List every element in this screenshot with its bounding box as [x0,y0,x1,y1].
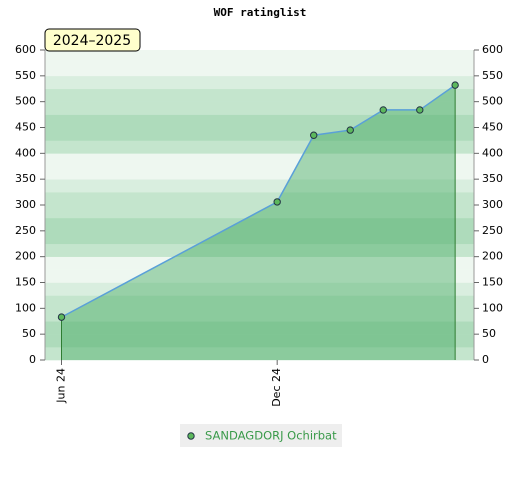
stripe [45,256,474,270]
stripe [45,179,474,193]
y-tick-label: 400 [15,146,36,159]
stripe [45,127,474,141]
marker [346,126,354,134]
x-tick-label: Dec 24 [270,368,283,407]
marker [379,106,387,114]
y2-tick-label: 550 [482,69,503,82]
stripe [45,140,474,154]
y2-tick-label: 50 [482,327,496,340]
y-tick-label: 300 [15,198,36,211]
stripe [45,230,474,245]
annotation-box [44,28,141,52]
stripe [45,101,474,115]
y-tick-label: 250 [15,224,36,237]
y2-tick-label: 200 [482,250,503,263]
stripe [45,114,474,128]
plot-background [45,50,474,361]
y2-tick-label: 250 [482,224,503,237]
legend-label: SANDAGDORJ Ochirbat [205,429,337,443]
y-tick-label: 600 [15,43,36,56]
marker [57,313,66,321]
legend-marker [187,432,195,440]
y-tick-label: 0 [29,353,36,366]
stripe [45,50,474,64]
y-tick-label: 50 [22,327,36,340]
y-tick-label: 200 [15,250,36,263]
y2-tick-label: 400 [482,146,503,159]
marker [451,81,459,89]
stripe [45,269,474,283]
stripe [45,308,474,322]
y2-tick-label: 150 [482,276,503,289]
y2-tick-label: 450 [482,121,503,134]
y2-tick-label: 300 [482,198,503,211]
y-tick-label: 500 [15,95,36,108]
stripe [45,166,474,180]
y2-tick-label: 350 [482,172,503,185]
stripe [45,75,474,90]
stripe [45,295,474,309]
stripe [45,62,474,77]
stripe [45,88,474,102]
stripe [45,153,474,167]
y-tick-label: 350 [15,172,36,185]
stripe [45,334,474,348]
y2-tick-label: 0 [482,353,489,366]
stripe [45,243,474,257]
marker [273,198,281,206]
stripe [45,217,474,232]
stripe [45,282,474,296]
y2-tick-label: 500 [482,95,503,108]
stripe [45,321,474,335]
y-tick-label: 150 [15,276,36,289]
chart-title: WOF ratinglist [214,6,307,19]
marker [310,131,318,139]
y2-tick-label: 600 [482,43,503,56]
legend-box [180,424,342,447]
stripe [45,192,474,206]
y-tick-label: 550 [15,69,36,82]
annotation: 2024–2025 [53,33,131,49]
y2-tick-label: 100 [482,301,503,314]
stripe [45,347,474,361]
marker [416,106,424,114]
x-tick-label: Jun 24 [55,368,68,404]
area [61,85,456,360]
y-tick-label: 450 [15,121,36,134]
y-tick-label: 100 [15,301,36,314]
